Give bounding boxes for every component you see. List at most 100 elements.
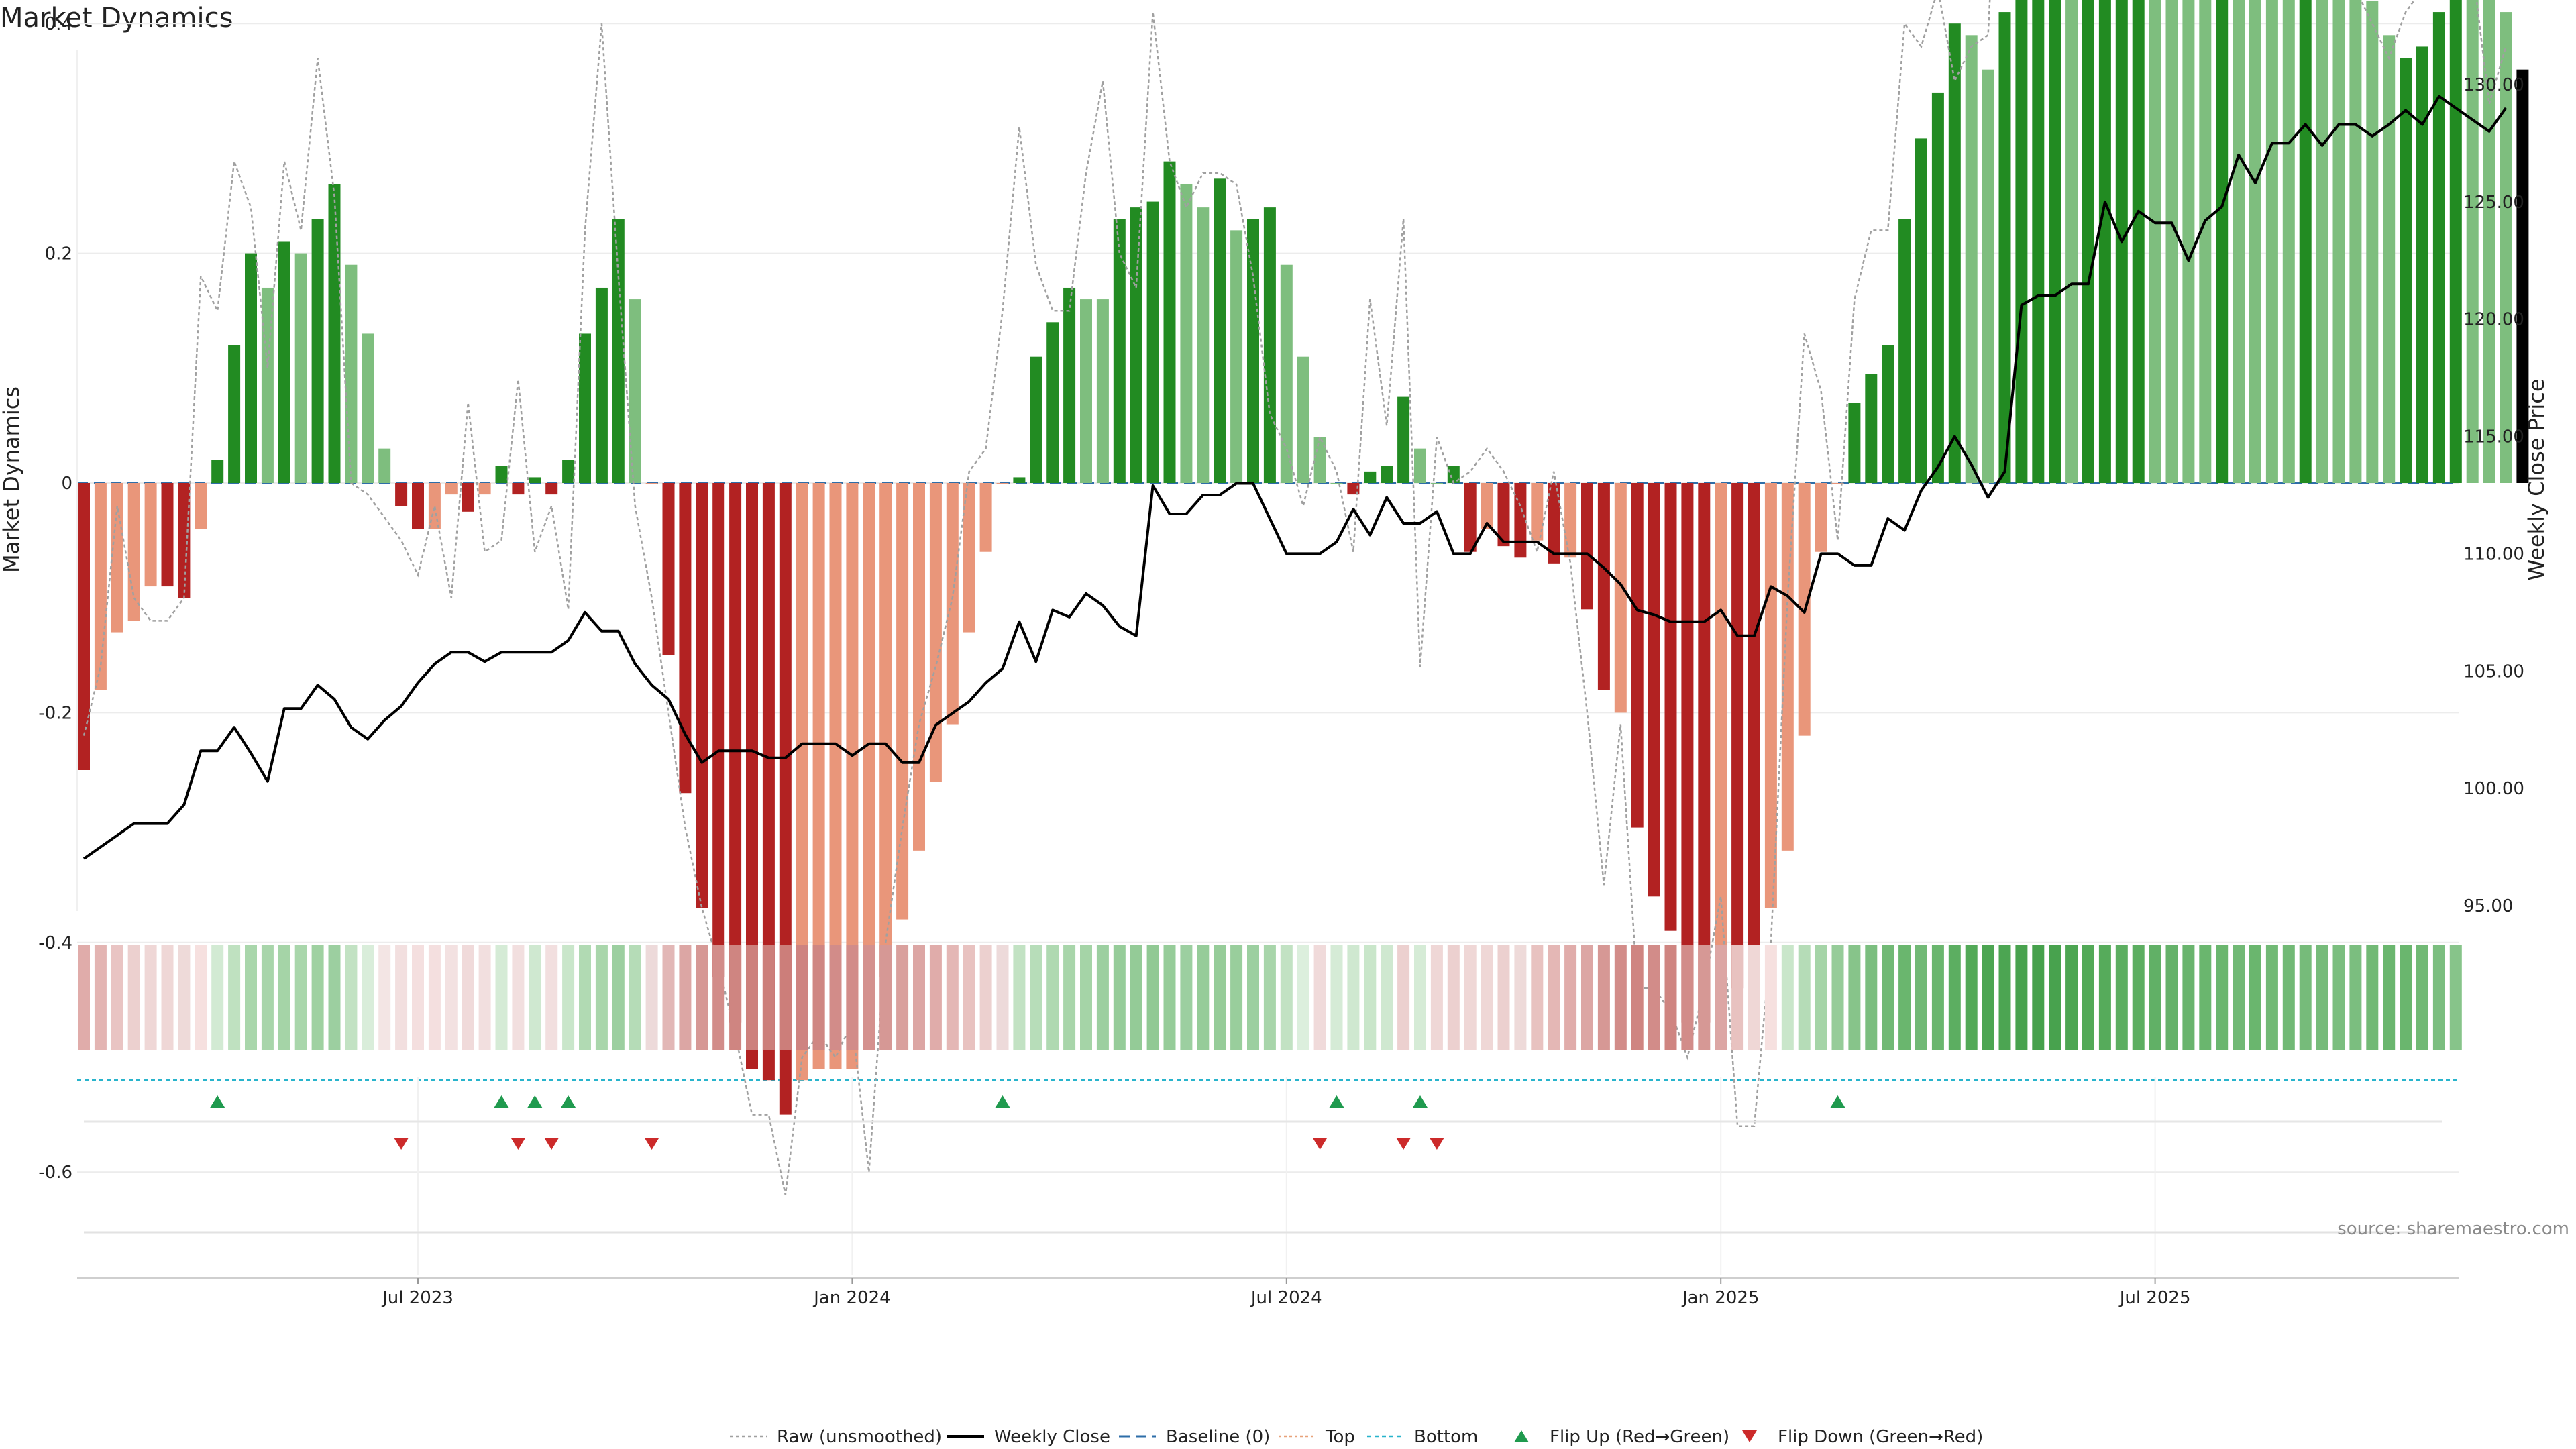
legend-item: Bottom [1367, 1427, 1478, 1447]
dynamics-bar [1364, 471, 1377, 483]
heat-cell [2216, 945, 2229, 1050]
chart-title: Market Dynamics [0, 3, 233, 34]
dynamics-bar [679, 483, 692, 794]
heat-cell [1481, 945, 1493, 1050]
y2-tick-label: 110.00 [2463, 544, 2524, 564]
heat-cell [1664, 945, 1677, 1050]
dynamics-bar [2049, 0, 2061, 484]
dynamics-bar [579, 333, 591, 483]
dynamics-bar [2249, 0, 2261, 483]
heat-cell [445, 945, 458, 1050]
dynamics-bar [595, 287, 608, 483]
x-tick-label: Jan 2025 [1681, 1288, 1760, 1308]
heat-cell [328, 945, 341, 1050]
x-tick-label: Jul 2025 [2118, 1288, 2191, 1308]
heat-cell [261, 945, 274, 1050]
heat-cell [2332, 945, 2345, 1050]
dynamics-bar [1447, 466, 1460, 483]
heat-cell [2199, 945, 2212, 1050]
legend-item: Top [1279, 1427, 1355, 1447]
dynamics-bar [812, 483, 825, 1069]
dynamics-bar [1648, 483, 1660, 897]
dynamics-bar [2316, 0, 2328, 484]
dynamics-bar [1865, 374, 1878, 483]
y-tick-label: -0.4 [38, 933, 72, 953]
flip-up-marker [210, 1095, 225, 1108]
dynamics-bar [1931, 92, 1944, 484]
dynamics-bar [378, 448, 391, 483]
legend-item: Flip Down (Green→Red) [1742, 1427, 1983, 1447]
heat-cell [2149, 945, 2161, 1050]
dynamics-bar [963, 483, 975, 633]
heat-cell [111, 945, 123, 1050]
heat-cell [1965, 945, 1978, 1050]
dynamics-bar [1531, 483, 1544, 541]
heat-cell [1882, 945, 1894, 1050]
dynamics-bar [1197, 207, 1210, 483]
heat-cell [1514, 945, 1527, 1050]
heat-cell [1013, 945, 1026, 1050]
legend-item: Baseline (0) [1119, 1427, 1270, 1447]
dynamics-bar [1280, 264, 1293, 483]
dynamics-bar [562, 460, 575, 483]
dynamics-bar [512, 483, 525, 495]
heat-cell [1397, 945, 1410, 1050]
heat-cell [896, 945, 909, 1050]
dynamics-bar [1013, 477, 1026, 483]
heat-cell [2249, 945, 2261, 1050]
heat-cell [1581, 945, 1593, 1050]
heat-cell [1163, 945, 1176, 1050]
flip-up-marker [995, 1095, 1010, 1108]
heat-cell [1280, 945, 1293, 1050]
flip-up-marker [1329, 1095, 1344, 1108]
dynamics-bar [178, 483, 191, 598]
legend-swatch [1514, 1430, 1529, 1442]
dynamics-bar [478, 483, 491, 495]
dynamics-bar [1297, 356, 1309, 483]
dynamics-bar [1698, 483, 1711, 1023]
dynamics-bar [2098, 0, 2111, 483]
dynamics-bar [2349, 0, 2362, 483]
heat-cell [1731, 945, 1744, 1050]
heat-cell [1113, 945, 1126, 1050]
heat-cell [2282, 945, 2295, 1050]
dynamics-bar [1948, 23, 1961, 483]
dynamics-bar [1882, 345, 1894, 483]
heat-cell [979, 945, 992, 1050]
heat-cell [1748, 945, 1760, 1050]
heat-cell [2400, 945, 2412, 1050]
heat-cell [144, 945, 157, 1050]
heat-cell [1982, 945, 1994, 1050]
heat-cell [2383, 945, 2396, 1050]
heat-cell [1046, 945, 1059, 1050]
heat-cell [762, 945, 775, 1050]
dynamics-bar [294, 253, 307, 483]
dynamics-bar [1030, 356, 1042, 483]
dynamics-bar [662, 483, 675, 655]
dynamics-bar [1381, 466, 1393, 483]
dynamics-bar [362, 333, 374, 483]
dynamics-bar [2483, 0, 2496, 484]
heat-cell [127, 945, 140, 1050]
dynamics-bar [2265, 0, 2278, 484]
heat-cell [1564, 945, 1577, 1050]
heat-cell [2132, 945, 2145, 1050]
heat-cell [1698, 945, 1711, 1050]
dynamics-bar [127, 483, 140, 621]
bar-series [78, 0, 2529, 1115]
heat-cell [1180, 945, 1193, 1050]
heat-cell [2416, 945, 2428, 1050]
dynamics-bar [1614, 483, 1627, 713]
heat-cell [579, 945, 591, 1050]
dynamics-bar [228, 345, 241, 483]
dynamics-bar [1848, 402, 1861, 483]
y2-tick-label: 95.00 [2463, 896, 2513, 916]
heat-cell [1030, 945, 1042, 1050]
dynamics-bar [2432, 12, 2445, 483]
heat-cell [1197, 945, 1210, 1050]
dynamics-bar [1597, 483, 1610, 690]
heat-cell [645, 945, 658, 1050]
dynamics-bar [1681, 483, 1694, 1023]
